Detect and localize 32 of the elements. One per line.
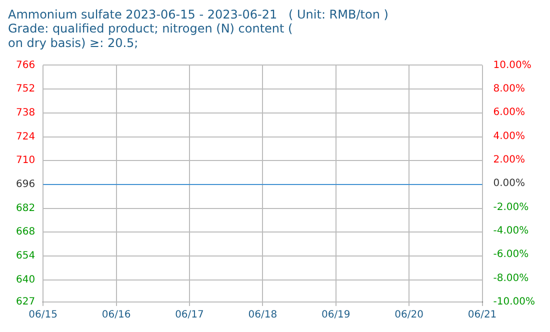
x-tick-label: 06/16	[102, 310, 131, 321]
y-tick-label: 627	[16, 296, 36, 308]
y2-tick-label: 6.00%	[493, 107, 526, 118]
y-tick-label: 752	[16, 84, 36, 95]
y2-tick-label: -6.00%	[493, 249, 529, 260]
y2-tick-label: -10.00%	[493, 296, 536, 308]
y-tick-label: 766	[16, 60, 36, 71]
y-tick-label: 654	[16, 250, 36, 262]
x-tick-label: 06/19	[321, 310, 350, 321]
y-tick-label: 682	[16, 202, 36, 214]
y2-tick-label: 4.00%	[493, 130, 526, 142]
text: Grade: qualified product; nitrogen (N) content (	[8, 22, 293, 36]
y2-tick-label: 2.00%	[493, 154, 526, 166]
y2-tick-label: 8.00%	[493, 83, 526, 94]
x-tick-label: 06/20	[394, 310, 424, 321]
y2-tick-label: -8.00%	[493, 272, 529, 284]
y-tick-label: 738	[16, 107, 36, 118]
text: on dry basis) ≥: 20.5;	[8, 36, 138, 50]
text: Ammonium sulfate 2023-06-15 - 2023-06-21 ( Unit: RMB/ton )	[8, 7, 388, 22]
y-tick-label: 696	[16, 179, 36, 190]
y2-tick-label: -4.00%	[493, 226, 529, 237]
y2-tick-label: 0.00%	[493, 178, 526, 190]
y2-tick-label: -2.00%	[493, 202, 529, 213]
y-tick-label: 710	[16, 155, 36, 166]
y2-tick-label: 10.00%	[493, 60, 532, 71]
x-tick-label: 06/15	[28, 310, 58, 321]
y-tick-label: 724	[16, 131, 36, 142]
x-tick-label: 06/21	[468, 310, 497, 321]
x-tick-label: 06/18	[248, 310, 278, 321]
y-tick-label: 668	[16, 226, 36, 238]
x-tick-label: 06/17	[175, 310, 204, 321]
y-tick-label: 640	[16, 274, 36, 286]
